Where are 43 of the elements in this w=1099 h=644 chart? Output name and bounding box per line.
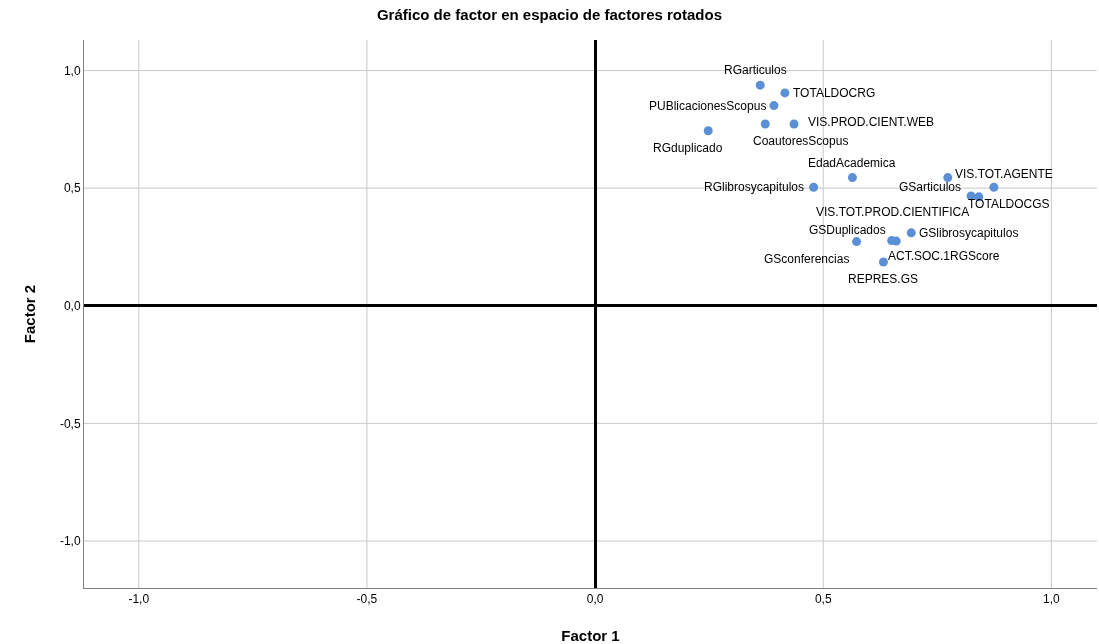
y-tick-label: 0,5: [63, 181, 81, 196]
chart-title: Gráfico de factor en espacio de factores rotados: [376, 6, 723, 24]
annotation: GSconferencias: [764, 252, 850, 266]
annotation: RGarticulos: [724, 63, 787, 77]
annotation: GSarticulos: [899, 180, 962, 194]
point: [989, 182, 999, 192]
point: [780, 88, 790, 98]
point: [789, 119, 799, 129]
point: [878, 257, 888, 267]
point: [769, 101, 779, 111]
x-tick-label: -1,0: [128, 592, 150, 607]
point: [943, 173, 953, 183]
y-tick-label: 1,0: [63, 63, 81, 78]
annotation: RGlibrosycapitulos: [704, 180, 805, 194]
annotation: TOTALDOCGS: [968, 197, 1050, 211]
y-tick-label: 0,0: [63, 298, 81, 313]
annotation: PUBlicacionesScopus: [649, 99, 767, 113]
point: [703, 126, 713, 136]
annotation: ACT.SOC.1RGScore: [888, 249, 1000, 263]
annotation: VIS.PROD.CIENT.WEB: [808, 115, 935, 129]
point: [760, 119, 770, 129]
annotation: CoautoresScopus: [753, 134, 849, 148]
annotation: RGduplicado: [653, 141, 723, 155]
point: [847, 173, 857, 183]
y-tick-label: -0,5: [59, 416, 81, 431]
x-tick-label: 0,0: [586, 592, 604, 607]
annotation: TOTALDOCRG: [793, 86, 876, 100]
annotation: REPRES.GS: [848, 272, 919, 286]
x-axis-title: Factor 1: [561, 627, 620, 644]
point: [809, 182, 819, 192]
point: [852, 237, 862, 247]
annotation: GSlibrosycapitulos: [919, 226, 1019, 240]
x-tick-label: -0,5: [356, 592, 378, 607]
x-tick-label: 1,0: [1043, 592, 1061, 607]
annotation: EdadAcademica: [808, 156, 896, 170]
point: [755, 80, 765, 90]
y-tick-label: -1,0: [59, 534, 81, 549]
x-tick-label: 0,5: [814, 592, 832, 607]
point: [906, 228, 916, 238]
y-axis-title: Factor 2: [21, 284, 39, 344]
annotation: VIS.TOT.AGENTE: [955, 167, 1053, 181]
annotation: VIS.TOT.PROD.CIENTIFICA: [816, 205, 970, 219]
annotation: GSDuplicados: [809, 223, 886, 237]
